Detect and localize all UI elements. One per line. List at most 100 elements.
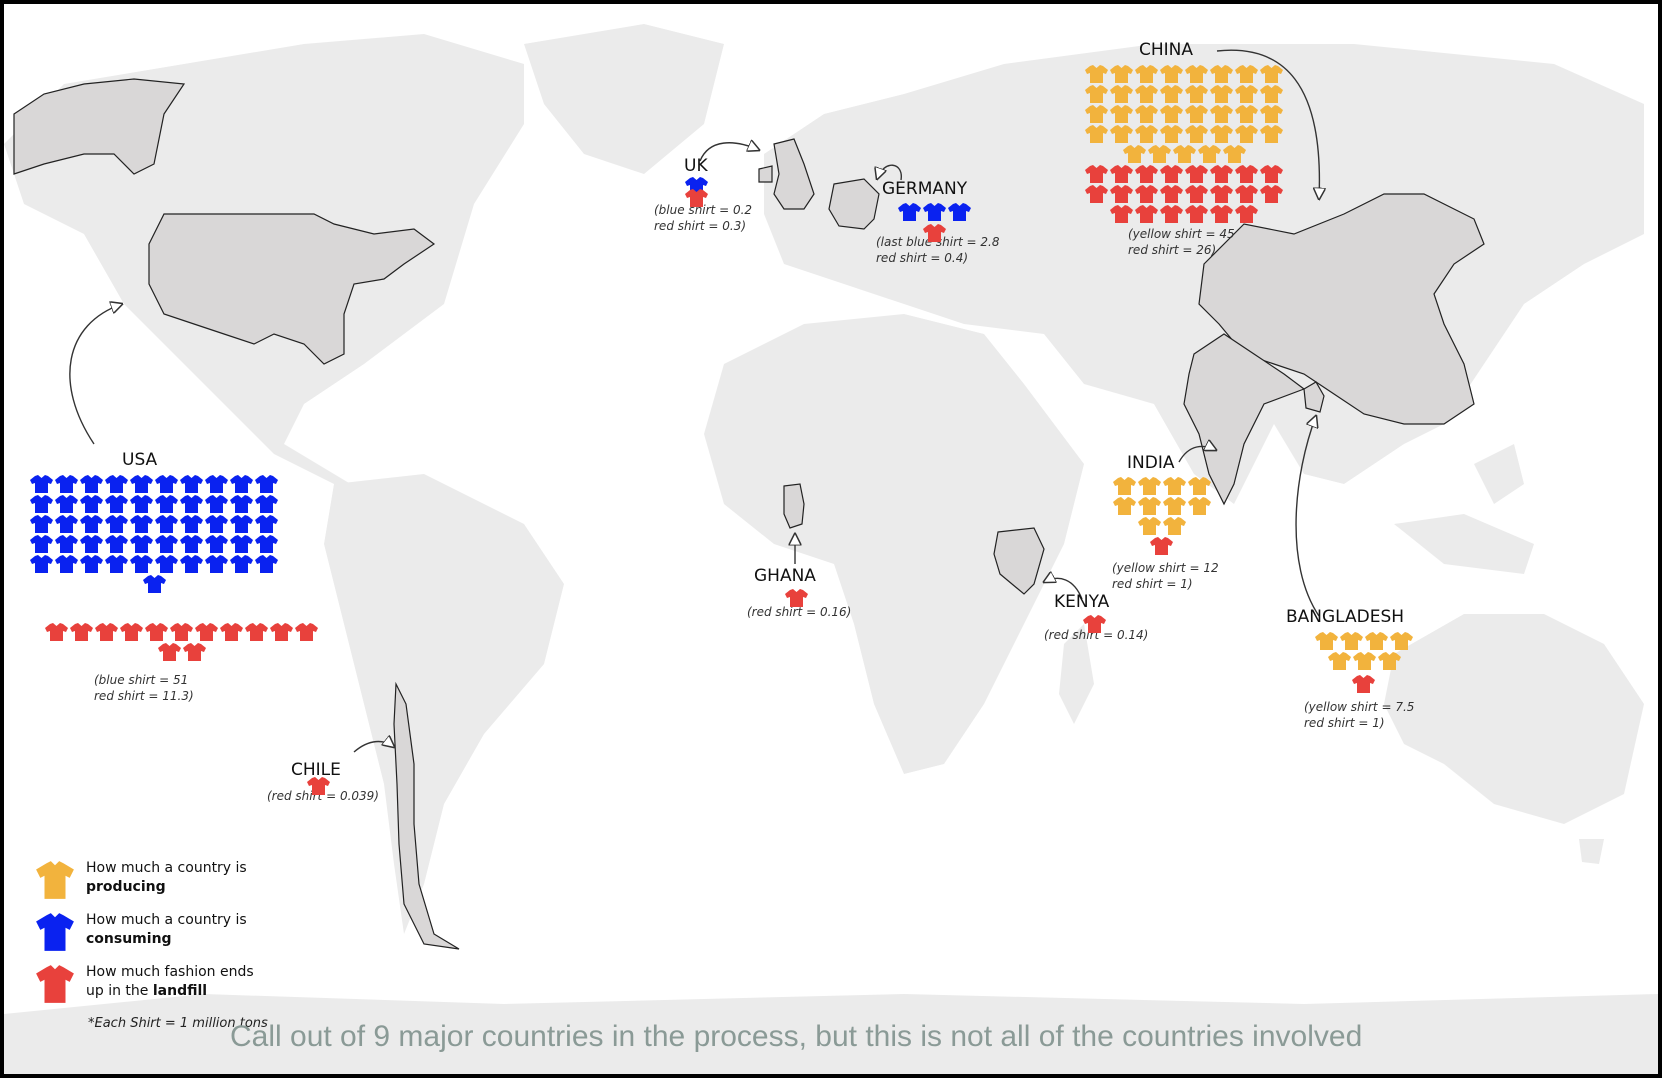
- shirt-icon: [155, 515, 178, 533]
- country-label-uk: UK: [684, 156, 708, 176]
- shirt-icon: [80, 495, 103, 513]
- shirt-group: [1082, 614, 1107, 634]
- germany-arrow: [877, 164, 902, 180]
- shirt-group: [1084, 164, 1284, 224]
- shirt-icon: [245, 623, 268, 641]
- note-usa: (blue shirt = 51 red shirt = 11.3): [94, 673, 194, 703]
- india-arrow: [1178, 446, 1216, 463]
- shirt-icon: [1235, 65, 1258, 83]
- shirt-icon: [182, 643, 206, 661]
- shirt-icon: [55, 475, 78, 493]
- shirt-icon: [1085, 85, 1108, 103]
- shirt-icon: [1150, 537, 1173, 555]
- shirt-icon: [1210, 105, 1233, 123]
- note-kenya: (red shirt = 0.14): [1044, 628, 1149, 642]
- shirt-icon: [1210, 85, 1233, 103]
- shirt-icon: [1110, 105, 1133, 123]
- shirt-group: [1149, 536, 1174, 556]
- chile-arrow: [353, 742, 394, 753]
- shirt-icon: [120, 623, 143, 641]
- shirt-icon: [130, 555, 153, 573]
- shirt-icon: [1138, 517, 1161, 535]
- shirt-group: [306, 776, 331, 796]
- shirt-icon: [1135, 105, 1158, 123]
- legend: How much a country is producing How much …: [34, 859, 266, 1015]
- shirt-icon: [1085, 165, 1108, 183]
- shirt-icon: [1210, 165, 1233, 183]
- shirt-icon: [1352, 652, 1376, 670]
- shirt-icon: [105, 495, 128, 513]
- caption: Call out of 9 major countries in the pro…: [230, 1020, 1363, 1053]
- shirt-icon: [230, 495, 253, 513]
- ghana-shape: [783, 483, 805, 529]
- shirt-icon: [80, 555, 103, 573]
- country-label-china: CHINA: [1139, 40, 1194, 60]
- shirt-icon: [1113, 497, 1136, 515]
- shirt-icon: [1185, 65, 1208, 83]
- shirt-icon: [230, 475, 253, 493]
- shirt-icon: [1365, 632, 1388, 650]
- country-label-usa: USA: [122, 450, 158, 470]
- shirt-icon: [1135, 65, 1158, 83]
- shirt-icon: [1122, 145, 1146, 163]
- shirt-icon: [1185, 205, 1208, 223]
- legend-item-producing: How much a country is producing: [34, 859, 266, 901]
- usa-shape: [148, 213, 436, 365]
- shirt-icon: [180, 535, 203, 553]
- shirt-icon: [1135, 85, 1158, 103]
- shirt-icon: [105, 535, 128, 553]
- shirt-icon: [948, 203, 971, 221]
- shirt-icon: [80, 515, 103, 533]
- shirt-icon: [155, 535, 178, 553]
- shirt-icon: [1160, 165, 1183, 183]
- shirt-icon: [55, 515, 78, 533]
- shirt-icon: [1327, 652, 1351, 670]
- shirt-icon: [1222, 145, 1246, 163]
- shirt-icon: [307, 777, 330, 795]
- shirt-icon: [255, 495, 278, 513]
- shirt-group: [784, 588, 809, 608]
- shirt-icon: [923, 203, 946, 221]
- shirt-icon: [1160, 85, 1183, 103]
- unit-note: *Each Shirt = 1 million tons: [88, 1016, 268, 1031]
- shirt-icon: [1185, 165, 1208, 183]
- south-america-landmass: [324, 474, 564, 934]
- shirt-icon: [1352, 675, 1375, 693]
- shirt-icon: [230, 555, 253, 573]
- note-chile: (red shirt = 0.039): [267, 789, 379, 803]
- shirt-icon: [230, 535, 253, 553]
- chile-shape: [393, 681, 460, 950]
- shirt-group: [922, 223, 947, 243]
- shirt-icon: [255, 535, 278, 553]
- shirt-icon: [45, 623, 68, 641]
- kenya-shape: [993, 527, 1045, 595]
- shirt-icon: [1172, 145, 1196, 163]
- australia-landmass: [1384, 614, 1644, 824]
- shirt-group: [44, 622, 319, 662]
- note-uk: (blue shirt = 0.2 red shirt = 0.3): [654, 203, 753, 233]
- shirt-group: [29, 474, 279, 594]
- note-india: (yellow shirt = 12 red shirt = 1): [1112, 561, 1219, 591]
- blue-shirt-icon: [36, 913, 74, 951]
- shirt-group: [1084, 64, 1284, 164]
- shirt-icon: [270, 623, 293, 641]
- shirt-icon: [30, 515, 53, 533]
- shirt-icon: [1160, 105, 1183, 123]
- shirt-icon: [105, 515, 128, 533]
- shirt-icon: [1085, 185, 1108, 203]
- shirt-icon: [30, 495, 53, 513]
- shirt-icon: [1185, 185, 1208, 203]
- shirt-icon: [1085, 125, 1108, 143]
- shirt-icon: [30, 535, 53, 553]
- shirt-group: [1351, 674, 1376, 694]
- shirt-icon: [1340, 632, 1363, 650]
- shirt-icon: [1235, 85, 1258, 103]
- shirt-icon: [898, 203, 921, 221]
- shirt-icon: [130, 495, 153, 513]
- shirt-icon: [255, 475, 278, 493]
- shirt-icon: [130, 515, 153, 533]
- shirt-icon: [1197, 145, 1221, 163]
- country-label-bangladesh: BANGLADESH: [1286, 607, 1405, 627]
- uk-arrow: [699, 143, 759, 162]
- germany-shape: [828, 178, 880, 230]
